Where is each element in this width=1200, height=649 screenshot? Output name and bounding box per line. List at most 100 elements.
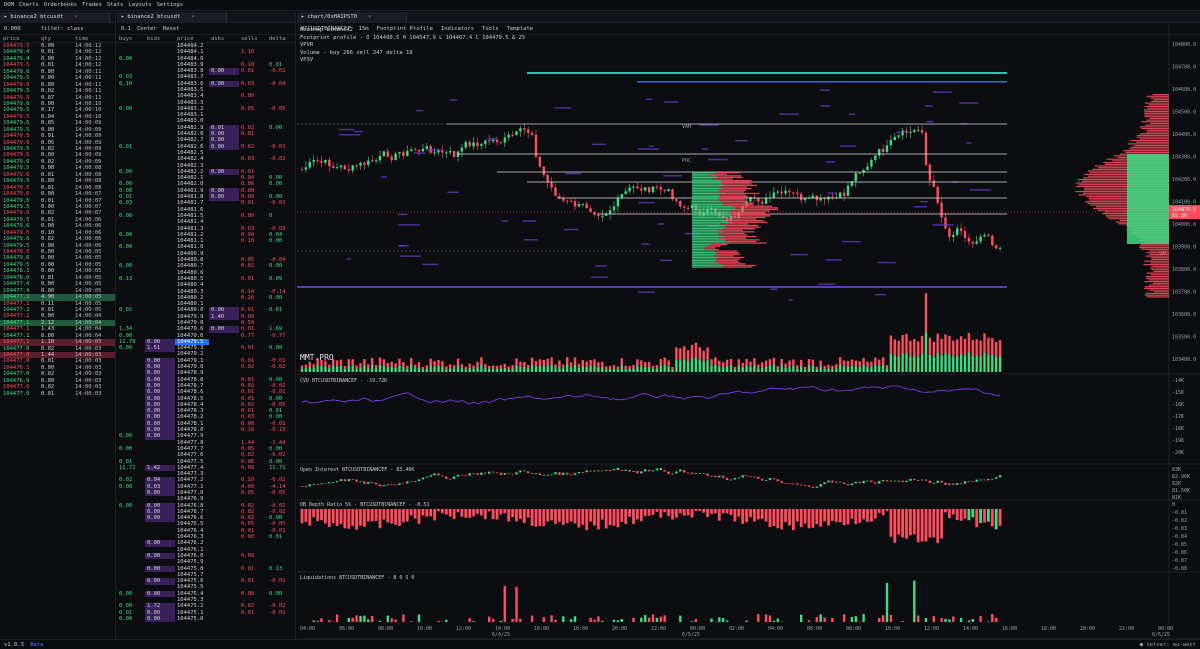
ladder-row[interactable]: 0.00 0.00 104475.4 0.00 0.00	[117, 590, 295, 598]
toolbar-indicators[interactable]: Indicators	[440, 25, 475, 32]
ladder-row[interactable]: 0.02 0.04 104477.2 0.10 -0.02	[117, 477, 295, 484]
ladder-row[interactable]: 0.01 104477.5 0.06 0.00	[117, 459, 295, 465]
ladder-row[interactable]: 104480.3 0.14 -0.14	[117, 289, 295, 295]
menu-item-layouts[interactable]: Layouts	[128, 2, 152, 8]
ladder-row[interactable]: 0.00 104478.9	[117, 370, 295, 377]
ladder-row[interactable]: 0.00 104477.7 0.05 0.00	[117, 446, 295, 452]
chart-tab[interactable]: ▸ chart/0xHAIPST0 ×	[297, 12, 407, 23]
close-icon[interactable]: ×	[74, 14, 78, 20]
ladder-row[interactable]: 104483.3	[117, 100, 295, 106]
ladder-row[interactable]: 104480.1	[117, 301, 295, 307]
trades-tab[interactable]: ▸ binance2 btcusdt ×	[0, 12, 110, 23]
ladder-row[interactable]: 0.00 104478.6 0.01 -0.01	[117, 389, 295, 396]
menu-item-dom[interactable]: DOM	[4, 2, 14, 8]
ladder-row[interactable]: 104476.3 0.00 0.01	[117, 534, 295, 540]
ladder-row[interactable]: 104481.1 0.10 0.00	[117, 238, 295, 244]
toolbar-template[interactable]: Template	[506, 25, 534, 32]
ladder-row[interactable]: 104481.6	[117, 207, 295, 213]
ladder-row[interactable]: 104483.5	[117, 87, 295, 93]
column-header-delta[interactable]: delta	[269, 35, 286, 42]
ladder-row[interactable]: 0.00 0.00 104476.8 0.02 -0.02	[117, 502, 295, 510]
ladder-row[interactable]: 0.00 0.03 104477.1 4.00 -4.14	[117, 483, 295, 491]
ladder-row[interactable]: 0.00 0.00 104477.9	[117, 433, 295, 440]
ladder-row[interactable]: 0.00 104482.0 0.06 0.00	[117, 181, 295, 188]
toolbar-15m[interactable]: 15m	[358, 25, 369, 32]
ladder-row[interactable]: 104476.5 0.05 -0.05	[117, 521, 295, 528]
ladder-row[interactable]: 104482.7 0.00	[117, 137, 295, 144]
column-header-price[interactable]: price	[177, 35, 194, 42]
ladder-row[interactable]: 104482.9 0.01 0.02 0.00	[117, 124, 295, 132]
ladder-row[interactable]: 0.00 104476.2	[117, 540, 295, 547]
column-header-time[interactable]: time	[75, 35, 89, 42]
ladder-row[interactable]: 0.00 104482.2 0.00 0.01	[117, 168, 295, 176]
ladder-row[interactable]: 0.03 104483.7	[117, 74, 295, 80]
ladder-row[interactable]: 0.00 104481.5 0.00 0	[117, 213, 295, 219]
ladder-row[interactable]: 0.00 104475.8 0.01 0.13	[117, 565, 295, 573]
ladder-row[interactable]: 104475.5	[117, 584, 295, 591]
ladder-row[interactable]: 104477.6 0.02 -0.02	[117, 452, 295, 458]
ladder-row[interactable]: 0.00 104476.0 0.00	[117, 552, 295, 560]
ladder-row[interactable]: 0.00 104481.0	[117, 244, 295, 251]
menu-item-trades[interactable]: Trades	[81, 2, 102, 8]
menu-item-orderbooks[interactable]: Orderbooks	[43, 2, 77, 8]
ladder-row[interactable]: 104480.6	[117, 270, 295, 276]
ladder-row[interactable]: 0.00 104480.7 0.02 0.00	[117, 263, 295, 269]
ladder-row[interactable]: 104483.9 0.10 0.01	[117, 62, 295, 68]
toolbar-tools[interactable]: Tools	[482, 25, 499, 32]
menu-item-settings[interactable]: Settings	[156, 2, 184, 8]
toolbar-btcusdtbinancef[interactable]: BTCUSDTBINANCEF	[301, 25, 351, 32]
center-button[interactable]: Center	[136, 25, 157, 32]
ladder-row[interactable]: 0.00 104478.1 0.00 -0.01	[117, 420, 295, 428]
ladder-row[interactable]: 0.00 104479.6 0.77 -0.77	[117, 333, 295, 339]
ladder-row[interactable]: 104484.1 1.10	[117, 49, 295, 55]
ladder-row[interactable]: 104476.1	[117, 547, 295, 553]
ladder-row[interactable]: 104476.9	[117, 496, 295, 502]
close-icon[interactable]: ×	[367, 14, 372, 20]
ladder-row[interactable]: 0.00 104476.6 0.02 0.00	[117, 515, 295, 522]
toolbar-footprint-profile[interactable]: Footprint Profile	[376, 25, 433, 32]
ladder-row[interactable]: 104481.3 0.03 -0.03	[117, 226, 295, 232]
ladder-row[interactable]: 0.00 104478.0 0.10 -0.10	[117, 427, 295, 434]
ladder-row[interactable]: 0.00 104478.2 0.03 0.00	[117, 414, 295, 421]
ladder-row[interactable]: 0.00 104477.0 0.05 -0.05	[117, 490, 295, 497]
ladder-row[interactable]: 104483.8 0.00 0.01 -0.01	[117, 68, 295, 75]
column-header-bids[interactable]: bids	[147, 35, 161, 42]
ladder-row[interactable]: 0.01 0.00 104475.1 0.01 -0.01	[117, 609, 295, 617]
ladder-row[interactable]: 0.01 104481.8 0.00 0.00 0.00	[117, 194, 295, 201]
ladder-row[interactable]: 0.00 104478.7 0.02 -0.02	[117, 382, 295, 390]
chart-svg[interactable]: 104800.0104700.0104600.0104500.0104400.0…	[297, 24, 1200, 639]
ladder-row[interactable]: 0.00 104478.4 0.02 -0.05	[117, 401, 295, 409]
ladder-row[interactable]: 0.00 0.00 104475.0	[117, 615, 295, 623]
ladder-row[interactable]: 0.02 104480.0 0.00 0.01 0.01	[117, 307, 295, 314]
ladder-row[interactable]: 104479.2	[117, 351, 295, 358]
column-header-qty[interactable]: qty	[41, 35, 51, 42]
ladder-row[interactable]: 0.01 104482.6 0.00 0.02 -0.01	[117, 143, 295, 151]
close-icon[interactable]: ×	[191, 14, 195, 20]
ladder-row[interactable]: 0.00 104479.0 0.02 -0.02	[117, 364, 295, 371]
ladder-row[interactable]: 11.78 0.00 104479.5	[117, 338, 295, 346]
ladder-row[interactable]: 104483.4 0.00	[117, 93, 295, 99]
ladder-row[interactable]: 104482.3	[117, 163, 295, 169]
chart-canvas[interactable]: 104800.0 104700.0 104600.0 104500.0 104400.0…	[297, 24, 1200, 639]
ladder-row[interactable]: 104482.8 0.00 0.01	[117, 131, 295, 138]
ladder-row[interactable]: 104475.7	[117, 572, 295, 578]
ladder-row[interactable]: 104482.4 0.03 -0.02	[117, 156, 295, 162]
tick-step[interactable]: 0.1	[121, 25, 131, 32]
ladder-row[interactable]: 0.00 104478.5 0.01 0.00	[117, 395, 295, 402]
ladder-row[interactable]: 0.00 104484.0	[117, 56, 295, 62]
menu-item-charts[interactable]: Charts	[18, 2, 39, 8]
ladder-row[interactable]: 11.72 1.42 104477.4 0.00 11.71	[117, 464, 295, 472]
ladder-row[interactable]: 104475.9	[117, 559, 295, 565]
ladder-row[interactable]: 0.10 104483.6 0.00 0.03 -0.04	[117, 80, 295, 88]
ladder-row[interactable]: 104475.3	[117, 597, 295, 603]
ladder-row[interactable]: 104480.4	[117, 282, 295, 288]
ladder-row[interactable]: 0.00 104475.6 0.01 -0.01	[117, 578, 295, 585]
ladder-row[interactable]: 104481.4	[117, 219, 295, 225]
ladder-row[interactable]: 1.34 104479.6 0.00 0.01 1.69	[117, 326, 295, 333]
ladder-row[interactable]: 0.00 104478.8 0.01 0.00	[117, 376, 295, 384]
ladder-tab[interactable]: ▸ binance2 btcusdt ×	[117, 12, 227, 23]
filter-value[interactable]: 0.000	[4, 25, 21, 32]
column-header-asks[interactable]: asks	[211, 35, 225, 42]
ladder-row[interactable]: 0.00 104481.9 0.00 0.00	[117, 187, 295, 195]
ladder-row[interactable]: 0.00 104483.2 0.05 -0.05	[117, 106, 295, 112]
